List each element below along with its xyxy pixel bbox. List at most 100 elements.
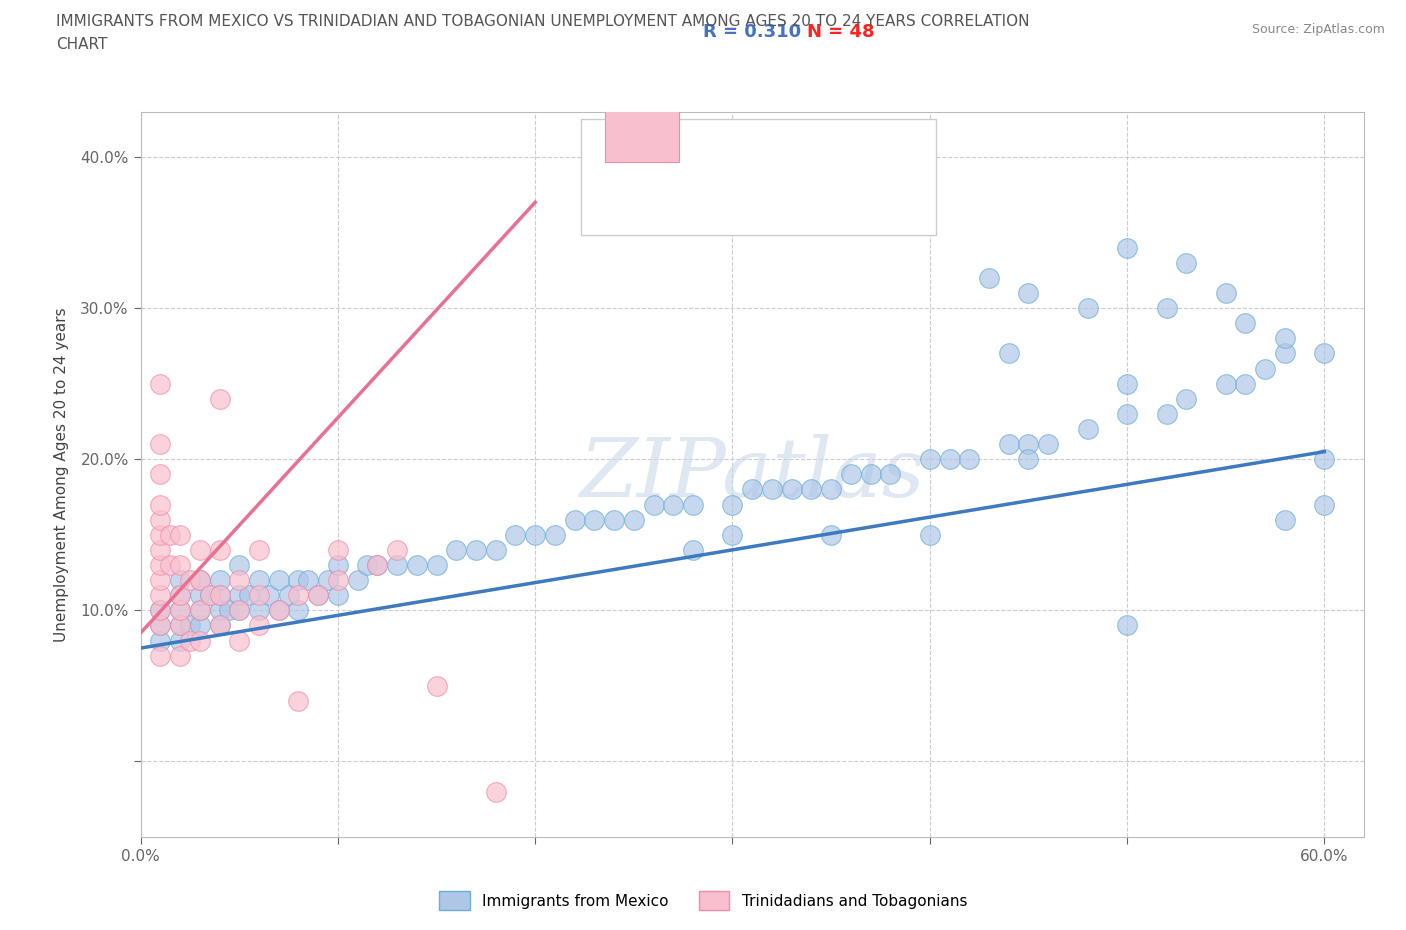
Point — [169, 527, 191, 542]
Text: CHART: CHART — [56, 37, 108, 52]
Point — [761, 482, 783, 497]
Point — [682, 542, 704, 557]
Bar — [606, 0, 679, 163]
Polygon shape — [581, 119, 936, 235]
Point — [149, 558, 172, 573]
Point — [485, 784, 508, 799]
Point — [169, 618, 191, 633]
Point — [356, 558, 378, 573]
Point — [208, 542, 231, 557]
Point — [1175, 392, 1198, 406]
Point — [188, 573, 211, 588]
Point — [208, 588, 231, 603]
Point — [149, 437, 172, 452]
Point — [662, 497, 685, 512]
Point — [149, 542, 172, 557]
Point — [1017, 437, 1039, 452]
Text: R = 0.310: R = 0.310 — [703, 23, 801, 41]
Point — [1116, 618, 1139, 633]
Point — [583, 512, 606, 527]
Point — [277, 588, 299, 603]
Point — [208, 603, 231, 618]
Point — [267, 603, 290, 618]
Point — [977, 271, 1000, 286]
Point — [179, 573, 201, 588]
Point — [149, 497, 172, 512]
Point — [149, 648, 172, 663]
Point — [287, 588, 309, 603]
Point — [721, 497, 744, 512]
Point — [544, 527, 567, 542]
Point — [918, 527, 941, 542]
Point — [1116, 406, 1139, 421]
Point — [257, 588, 280, 603]
Point — [208, 392, 231, 406]
Point — [188, 573, 211, 588]
Point — [997, 346, 1019, 361]
Point — [307, 588, 329, 603]
Point — [1116, 240, 1139, 255]
Point — [159, 558, 181, 573]
Point — [287, 573, 309, 588]
Point — [938, 452, 960, 467]
Point — [247, 588, 270, 603]
Point — [149, 512, 172, 527]
Point — [1077, 300, 1099, 315]
Point — [1234, 377, 1257, 392]
Legend: Immigrants from Mexico, Trinidadians and Tobagonians: Immigrants from Mexico, Trinidadians and… — [432, 884, 974, 918]
Point — [228, 603, 250, 618]
Point — [1116, 377, 1139, 392]
Point — [800, 482, 823, 497]
Point — [405, 558, 427, 573]
Text: N = 48: N = 48 — [807, 23, 875, 41]
Point — [1175, 256, 1198, 271]
Point — [149, 588, 172, 603]
Point — [267, 573, 290, 588]
Point — [1036, 437, 1059, 452]
Point — [149, 573, 172, 588]
Point — [1215, 286, 1237, 300]
Text: IMMIGRANTS FROM MEXICO VS TRINIDADIAN AND TOBAGONIAN UNEMPLOYMENT AMONG AGES 20 : IMMIGRANTS FROM MEXICO VS TRINIDADIAN AN… — [56, 14, 1029, 29]
Point — [366, 558, 388, 573]
Point — [721, 527, 744, 542]
Point — [346, 573, 368, 588]
Point — [623, 512, 645, 527]
Point — [169, 648, 191, 663]
Point — [188, 542, 211, 557]
Point — [169, 588, 191, 603]
Point — [208, 618, 231, 633]
Point — [287, 694, 309, 709]
Point — [198, 588, 221, 603]
Point — [505, 527, 527, 542]
Point — [169, 618, 191, 633]
Point — [228, 573, 250, 588]
Point — [1274, 512, 1296, 527]
Point — [1234, 316, 1257, 331]
Point — [188, 603, 211, 618]
Point — [1313, 497, 1336, 512]
Point — [149, 633, 172, 648]
Point — [1156, 300, 1178, 315]
Point — [1017, 286, 1039, 300]
Point — [1313, 452, 1336, 467]
Point — [208, 588, 231, 603]
Point — [287, 603, 309, 618]
Point — [247, 603, 270, 618]
Point — [316, 573, 339, 588]
Point — [247, 542, 270, 557]
Point — [385, 558, 408, 573]
Point — [425, 679, 447, 694]
Point — [169, 588, 191, 603]
Point — [485, 542, 508, 557]
Point — [564, 512, 586, 527]
Point — [218, 603, 240, 618]
Point — [326, 588, 349, 603]
Point — [326, 542, 349, 557]
Point — [385, 542, 408, 557]
Point — [169, 633, 191, 648]
Point — [169, 603, 191, 618]
Point — [208, 573, 231, 588]
Point — [879, 467, 901, 482]
Point — [839, 467, 862, 482]
Point — [326, 573, 349, 588]
